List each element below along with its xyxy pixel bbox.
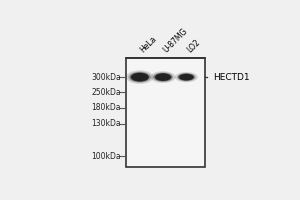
Ellipse shape xyxy=(179,74,194,80)
Text: 100kDa: 100kDa xyxy=(92,152,121,161)
Ellipse shape xyxy=(131,73,148,81)
Text: LO2: LO2 xyxy=(185,38,202,55)
Ellipse shape xyxy=(178,74,194,81)
Text: HECTD1: HECTD1 xyxy=(213,73,250,82)
Ellipse shape xyxy=(153,72,173,82)
Ellipse shape xyxy=(130,72,149,82)
Ellipse shape xyxy=(155,73,171,81)
Text: 130kDa: 130kDa xyxy=(92,119,121,128)
Ellipse shape xyxy=(177,73,196,81)
Text: U-87MG: U-87MG xyxy=(162,27,190,55)
Ellipse shape xyxy=(126,70,154,84)
Bar xyxy=(126,58,205,167)
Text: 180kDa: 180kDa xyxy=(92,103,121,112)
Text: 300kDa: 300kDa xyxy=(92,73,121,82)
Ellipse shape xyxy=(128,72,151,83)
Text: 250kDa: 250kDa xyxy=(92,88,121,97)
Text: HeLa: HeLa xyxy=(139,35,159,55)
Ellipse shape xyxy=(150,71,176,83)
Ellipse shape xyxy=(175,72,198,82)
Ellipse shape xyxy=(154,73,172,81)
